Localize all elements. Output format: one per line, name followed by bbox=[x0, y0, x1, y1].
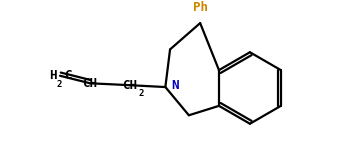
Text: C: C bbox=[64, 69, 71, 82]
Text: H: H bbox=[49, 69, 56, 82]
Text: 2: 2 bbox=[138, 89, 143, 98]
Text: Ph: Ph bbox=[193, 1, 208, 14]
Text: 2: 2 bbox=[56, 79, 62, 89]
Text: N: N bbox=[171, 79, 179, 92]
Text: CH: CH bbox=[83, 77, 98, 90]
Text: CH: CH bbox=[122, 79, 137, 92]
